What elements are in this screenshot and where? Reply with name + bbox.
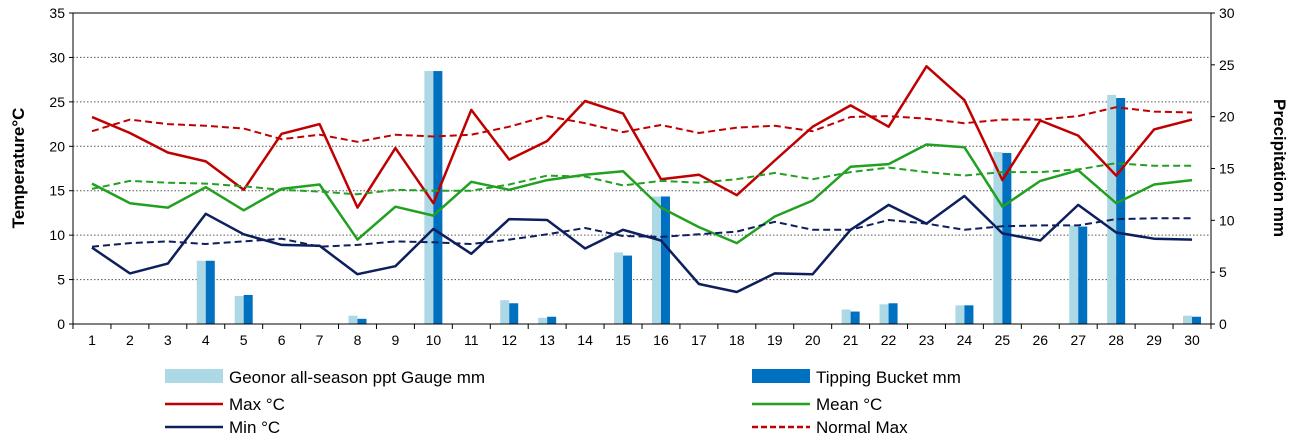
x-tick-label: 14 — [577, 332, 593, 348]
lines — [91, 65, 1193, 294]
line-normal-min — [91, 217, 1192, 248]
bar-tipping-bucket — [888, 303, 898, 324]
x-tick-label: 26 — [1033, 332, 1049, 348]
x-tick-label: 16 — [653, 332, 669, 348]
y2-tick-label: 0 — [1219, 316, 1227, 332]
bar-tipping-bucket — [243, 294, 253, 324]
y-tick-label: 30 — [49, 49, 65, 65]
x-tick-label: 11 — [464, 332, 479, 348]
bar-tipping-bucket — [1002, 152, 1012, 324]
bar-tipping-bucket — [660, 196, 670, 324]
y2-tick-label: 10 — [1219, 212, 1235, 228]
legend-swatch — [165, 369, 223, 383]
bar-tipping-bucket — [850, 311, 860, 324]
legend-label: Geonor all-season ppt Gauge mm — [229, 368, 485, 387]
y2-tick-label: 15 — [1219, 161, 1235, 177]
bar-tipping-bucket — [433, 71, 443, 324]
x-tick-label: 10 — [426, 332, 442, 348]
bar-tipping-bucket — [964, 305, 974, 324]
x-tick-label: 3 — [164, 332, 172, 348]
line-normal-max — [91, 106, 1193, 143]
bar-tipping-bucket — [509, 303, 519, 324]
bar-tipping-bucket — [357, 318, 367, 324]
x-tick-label: 12 — [501, 332, 517, 348]
x-tick-label: 9 — [392, 332, 400, 348]
x-tick-label: 28 — [1108, 332, 1124, 348]
line-mean — [91, 143, 1193, 245]
bar-geonor — [348, 315, 358, 324]
x-tick-label: 4 — [202, 332, 210, 348]
bar-geonor — [234, 296, 244, 324]
bar-geonor — [841, 309, 851, 324]
bar-geonor — [993, 151, 1003, 324]
y2-tick-label: 20 — [1219, 109, 1235, 125]
axes — [69, 12, 1215, 329]
bar-geonor — [500, 300, 510, 324]
y-tick-label: 35 — [49, 5, 65, 21]
x-tick-label: 8 — [354, 332, 362, 348]
line-normal-mean — [91, 162, 1192, 196]
x-tick-label: 6 — [278, 332, 286, 348]
y-tick-label: 0 — [57, 316, 65, 332]
y-axis-title: Temperature°C — [9, 108, 28, 229]
bar-geonor — [614, 252, 624, 324]
bars — [196, 71, 1202, 324]
y2-tick-label: 5 — [1219, 264, 1227, 280]
bar-tipping-bucket — [1078, 226, 1088, 324]
x-tick-label: 27 — [1070, 332, 1086, 348]
bar-tipping-bucket — [547, 316, 557, 324]
bar-tipping-bucket — [1116, 98, 1126, 324]
x-tick-label: 7 — [316, 332, 324, 348]
y-tick-label: 5 — [57, 272, 65, 288]
line-max — [91, 65, 1193, 209]
y2-tick-label: 25 — [1219, 57, 1235, 73]
legend: Geonor all-season ppt Gauge mm Tipping Bu… — [165, 368, 961, 437]
bar-tipping-bucket — [623, 255, 633, 324]
x-tick-label: 25 — [995, 332, 1011, 348]
bar-tipping-bucket — [205, 260, 215, 324]
x-tick-label: 1 — [88, 332, 96, 348]
x-tick-label: 20 — [805, 332, 821, 348]
y2-axis-title: Precipitation mm — [1270, 99, 1289, 237]
x-tick-label: 17 — [691, 332, 707, 348]
x-tick-label: 2 — [126, 332, 134, 348]
legend-swatch — [752, 369, 810, 383]
y-tick-label: 25 — [49, 94, 65, 110]
legend-label: Normal Max — [816, 418, 908, 437]
x-tick-label: 29 — [1146, 332, 1162, 348]
legend-label: Tipping Bucket mm — [816, 368, 961, 387]
x-tick-label: 13 — [539, 332, 555, 348]
bar-geonor — [1183, 315, 1193, 324]
x-tick-label: 30 — [1184, 332, 1200, 348]
x-tick-label: 22 — [881, 332, 897, 348]
x-tick-label: 23 — [919, 332, 935, 348]
line-min — [91, 194, 1193, 294]
bar-geonor — [955, 305, 965, 324]
legend-label: Min °C — [229, 418, 280, 437]
bar-geonor — [651, 196, 661, 324]
bar-geonor — [1107, 94, 1117, 324]
y-tick-label: 15 — [49, 183, 65, 199]
x-tick-label: 24 — [957, 332, 973, 348]
x-tick-label: 18 — [729, 332, 745, 348]
bar-geonor — [1069, 225, 1079, 324]
x-tick-label: 19 — [767, 332, 783, 348]
y2-tick-label: 30 — [1219, 5, 1235, 21]
y-tick-label: 10 — [49, 227, 65, 243]
x-tick-label: 21 — [843, 332, 859, 348]
legend-label: Max °C — [229, 395, 285, 414]
bar-geonor — [538, 317, 548, 324]
y-tick-label: 20 — [49, 138, 65, 154]
bar-tipping-bucket — [1192, 316, 1202, 324]
bar-geonor — [196, 260, 206, 324]
legend-label: Mean °C — [816, 395, 882, 414]
x-tick-label: 15 — [615, 332, 631, 348]
bar-geonor — [879, 304, 889, 324]
x-tick-label: 5 — [240, 332, 248, 348]
